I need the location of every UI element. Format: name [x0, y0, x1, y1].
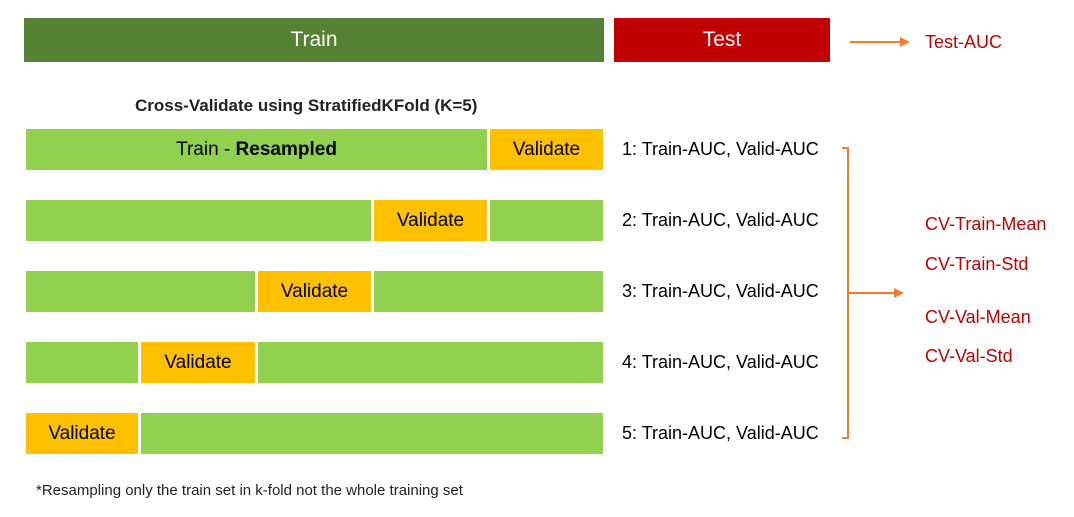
cv-train-std-label: CV-Train-Std	[925, 254, 1029, 274]
fold-2-train-segment-right	[490, 200, 603, 241]
fold-3-validate-label: Validate	[280, 280, 349, 302]
fold-1-result: 1: Train-AUC, Valid-AUC	[622, 139, 819, 159]
fold-5-train-segment	[141, 413, 603, 454]
fold-4-validate-label: Validate	[164, 351, 232, 373]
train-prefix-text: Train -	[176, 138, 236, 160]
fold-4-train-segment-right	[258, 342, 603, 383]
test-set-bar: Test	[614, 18, 830, 62]
fold-2-train-segment-left	[26, 200, 371, 241]
fold-2-validate-segment: Validate	[374, 200, 487, 241]
fold-3-result: 3: Train-AUC, Valid-AUC	[622, 281, 819, 301]
fold-5-validate-label: Validate	[48, 422, 116, 444]
resampled-text: Resampled	[235, 138, 337, 160]
test-auc-label: Test-AUC	[925, 32, 1003, 52]
test-arrow-icon	[850, 37, 910, 47]
fold-5-result: 5: Train-AUC, Valid-AUC	[622, 423, 819, 443]
aggregate-bracket-arrow-icon	[842, 147, 904, 439]
fold-4-train-segment-left	[26, 342, 138, 383]
fold-1-train-segment: Train - Resampled	[26, 129, 487, 170]
fold-4-result: 4: Train-AUC, Valid-AUC	[622, 352, 819, 372]
cv-train-mean-label: CV-Train-Mean	[925, 214, 1047, 234]
fold-1-validate-segment: Validate	[490, 129, 603, 170]
fold-1-train-label: Train - Resampled	[176, 139, 337, 161]
test-set-label: Test	[702, 28, 742, 51]
fold-3-train-segment-right	[374, 271, 603, 312]
fold-4-validate-segment: Validate	[141, 342, 255, 383]
fold-1-validate-label: Validate	[512, 138, 581, 160]
train-set-bar: Train	[24, 18, 604, 62]
cv-val-std-label: CV-Val-Std	[925, 346, 1013, 366]
train-set-label: Train	[290, 28, 338, 51]
fold-2-result: 2: Train-AUC, Valid-AUC	[622, 210, 819, 230]
fold-2-validate-label: Validate	[396, 209, 465, 231]
footnote: *Resampling only the train set in k-fold…	[36, 482, 463, 499]
fold-3-validate-segment: Validate	[258, 271, 371, 312]
fold-3-train-segment-left	[26, 271, 255, 312]
fold-5-validate-segment: Validate	[26, 413, 138, 454]
cv-val-mean-label: CV-Val-Mean	[925, 307, 1031, 327]
cv-title: Cross-Validate using StratifiedKFold (K=…	[135, 96, 478, 115]
